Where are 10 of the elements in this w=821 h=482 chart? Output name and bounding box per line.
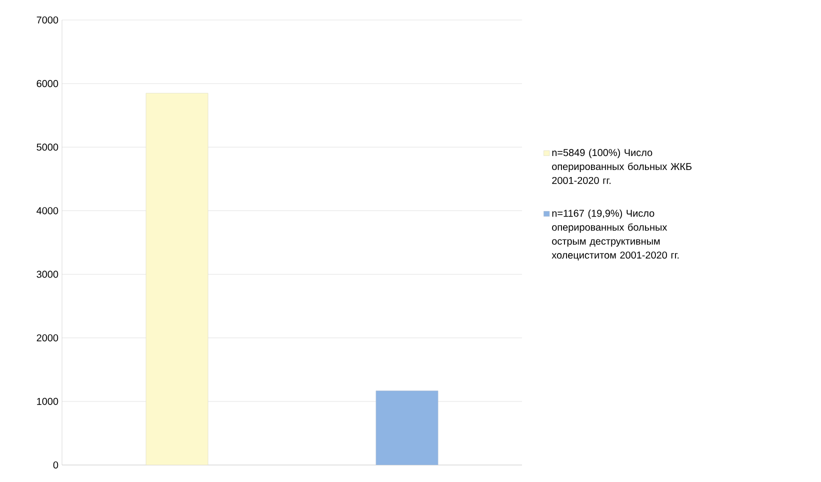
y-tick-label: 3000 xyxy=(36,270,58,278)
y-tick-label: 2000 xyxy=(36,334,58,342)
legend-label: n=1167 (19,9%) Число оперированных больных острым деструктивным холециститом 2001-2020 гг. xyxy=(552,209,679,261)
y-tick-label: 5000 xyxy=(36,144,58,151)
y-tick-label: 6000 xyxy=(36,80,58,88)
y-tick-label: 0 xyxy=(53,461,58,469)
y-tick-label: 1000 xyxy=(37,398,58,405)
legend-label: n=5849 (100%) Число оперированных больных ЖКБ 2001-2020 гг. xyxy=(552,148,692,184)
y-tick-label: 4000 xyxy=(36,207,58,214)
y-tick-label: 7000 xyxy=(36,16,58,24)
